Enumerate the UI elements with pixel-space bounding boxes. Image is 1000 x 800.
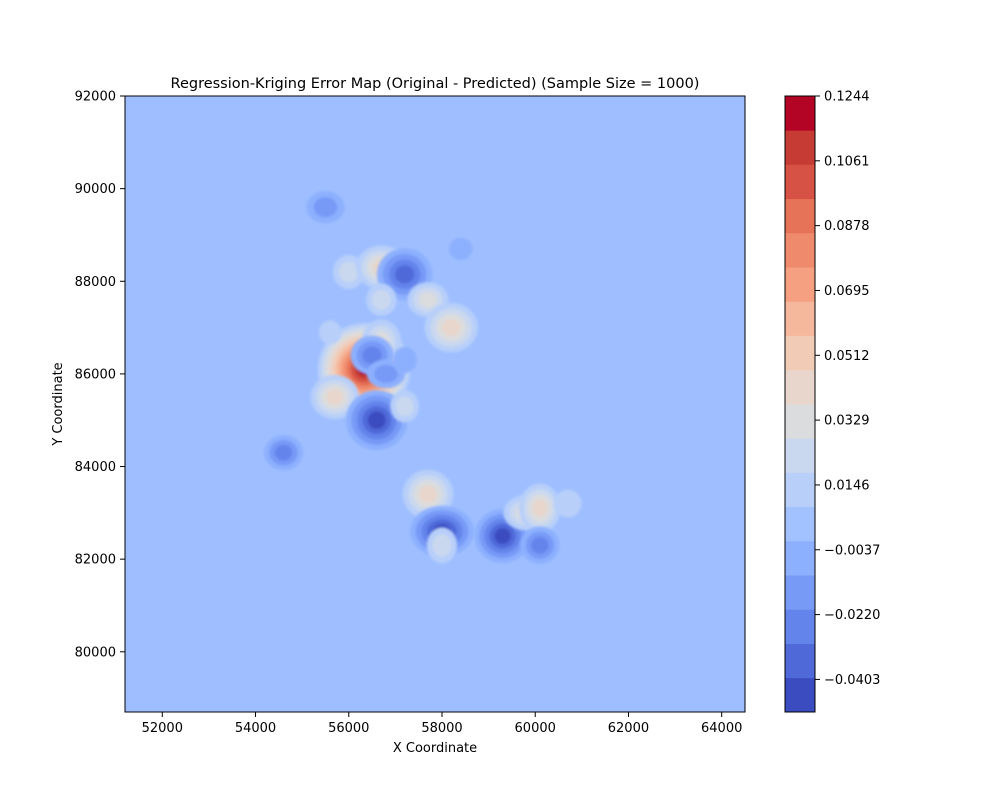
contour-level <box>448 237 473 261</box>
colorbar-band <box>785 540 815 576</box>
colorbar-tick-label: 0.1061 <box>824 154 870 169</box>
contour-blob <box>407 282 449 318</box>
colorbar-tick-label: −0.0037 <box>824 543 880 558</box>
colorbar-band <box>785 472 815 508</box>
contour-level <box>432 534 452 557</box>
contour-level <box>395 396 414 417</box>
contour-level <box>395 265 415 284</box>
x-axis-label: X Coordinate <box>393 741 477 756</box>
x-axis: 52000 54000 56000 58000 60000 62000 64000 <box>142 712 742 736</box>
colorbar-tick-label: −0.0403 <box>824 673 880 688</box>
colorbar-band <box>785 404 815 439</box>
contour-blob <box>554 489 582 518</box>
contour-blob <box>448 237 473 261</box>
y-tick-label: 84000 <box>75 460 116 475</box>
contour-level <box>318 320 342 345</box>
contour-blob <box>424 302 478 353</box>
contour-blob <box>318 320 342 345</box>
contour-level <box>419 485 437 503</box>
colorbar-band <box>785 96 815 131</box>
contour-blob <box>392 346 417 374</box>
colorbar-band <box>785 677 815 713</box>
contour-blob <box>346 390 408 451</box>
colorbar-band <box>785 164 815 200</box>
y-tick-label: 90000 <box>75 182 116 197</box>
colorbar-bands <box>785 96 815 713</box>
x-tick-label: 60000 <box>515 721 556 736</box>
contour-level <box>338 261 359 283</box>
colorbar-band <box>785 301 815 336</box>
colorbar-band <box>785 506 815 542</box>
colorbar-ticks: 0.1244 0.1061 0.0878 0.0695 0.0512 0.0329 0.01… <box>815 90 880 688</box>
colorbar-tick-label: 0.0695 <box>824 284 870 299</box>
x-tick-label: 52000 <box>142 721 183 736</box>
colorbar-band <box>785 575 815 610</box>
colorbar-tick-label: 0.0512 <box>824 349 870 364</box>
x-tick-label: 62000 <box>608 721 649 736</box>
colorbar-tick-label: 0.0329 <box>824 414 870 429</box>
colorbar-frame <box>784 95 816 713</box>
contour-blob <box>520 526 560 564</box>
contour-level <box>392 346 417 374</box>
y-axis: 80000 82000 84000 86000 88000 90000 92000 <box>75 90 125 660</box>
colorbar-band <box>785 130 815 165</box>
contour-level <box>362 346 382 365</box>
contour-blob <box>306 190 345 224</box>
contour-level <box>374 364 398 383</box>
colorbar: 0.1244 0.1061 0.0878 0.0695 0.0512 0.0329 0.01… <box>784 90 880 713</box>
contour-level <box>313 197 338 218</box>
contour-blob <box>366 283 397 316</box>
colorbar-tick-label: 0.1244 <box>824 90 870 105</box>
colorbar-band <box>785 609 815 644</box>
colorbar-tick-label: −0.0220 <box>824 608 880 623</box>
x-tick-label: 56000 <box>328 721 369 736</box>
colorbar-band <box>785 335 815 371</box>
y-tick-label: 80000 <box>75 645 116 660</box>
y-tick-label: 82000 <box>75 553 116 568</box>
contour-level <box>532 499 548 517</box>
x-tick-label: 58000 <box>421 721 462 736</box>
y-axis-label: Y Coordinate <box>51 362 66 446</box>
contour-level <box>531 536 549 554</box>
contour-level <box>418 291 438 308</box>
contour-level <box>367 411 386 429</box>
colorbar-band <box>785 232 815 268</box>
colorbar-tick-label: 0.0878 <box>824 219 870 234</box>
y-tick-label: 86000 <box>75 367 116 382</box>
colorbar-band <box>785 643 815 679</box>
contour-blob <box>390 390 420 423</box>
y-tick-label: 92000 <box>75 90 116 105</box>
colorbar-band <box>785 267 815 302</box>
plot-frame <box>124 95 746 713</box>
plot-background <box>125 96 745 712</box>
contour-level <box>442 318 461 337</box>
colorbar-tick-label: 0.0146 <box>824 478 870 493</box>
contour-level <box>554 489 582 518</box>
contour-blob <box>519 483 561 533</box>
chart-title: Regression-Kriging Error Map (Original -… <box>171 76 700 92</box>
colorbar-band <box>785 438 815 473</box>
colorbar-band <box>785 198 815 234</box>
contour-level <box>274 444 293 461</box>
contour-level <box>371 289 391 310</box>
y-tick-label: 88000 <box>75 275 116 290</box>
plot-area <box>124 95 746 713</box>
contour-blob <box>310 374 360 420</box>
contour-level <box>326 389 344 405</box>
x-tick-label: 54000 <box>235 721 276 736</box>
x-tick-label: 64000 <box>701 721 742 736</box>
contour-blob <box>426 527 458 564</box>
contour-features <box>263 190 582 564</box>
colorbar-band <box>785 369 815 405</box>
contour-blob <box>263 435 304 471</box>
contour-level <box>494 528 511 544</box>
